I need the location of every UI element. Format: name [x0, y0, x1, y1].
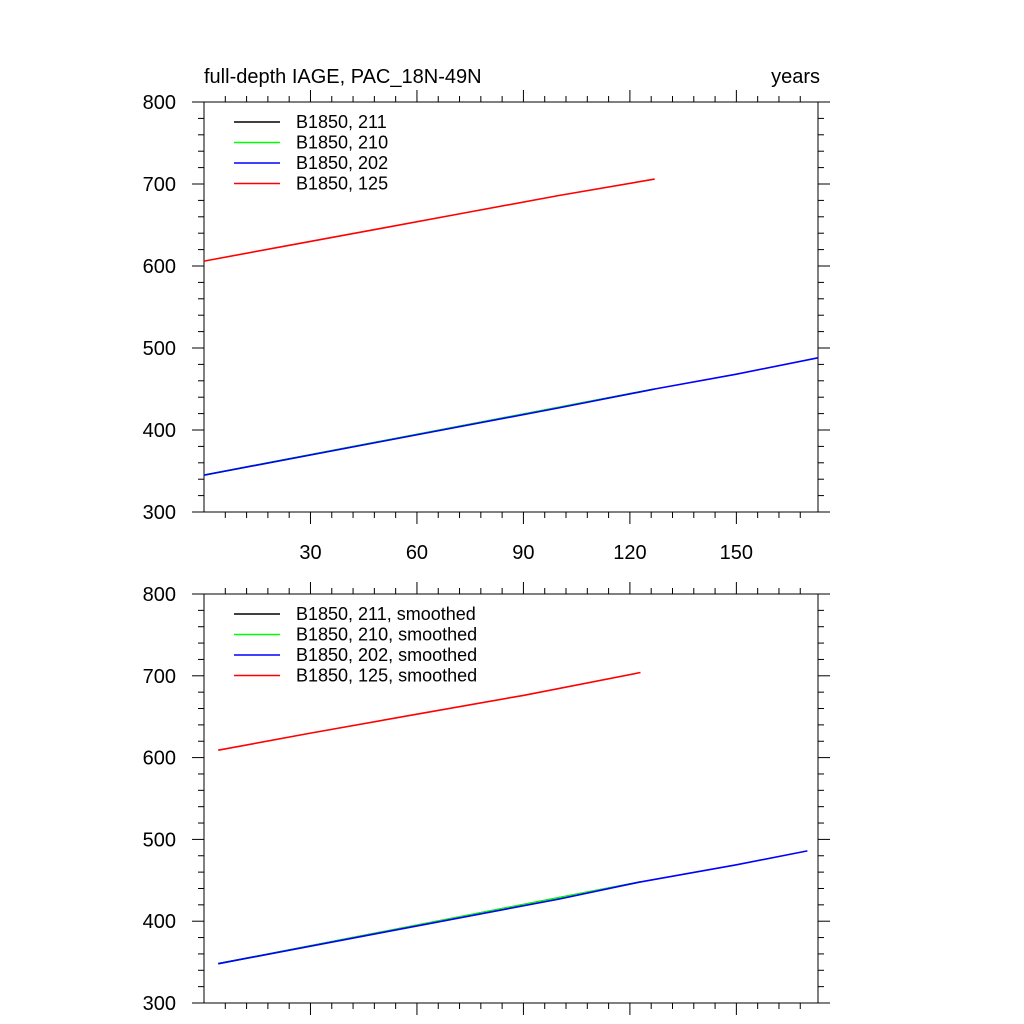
legend-label: B1850, 211, smoothed [296, 604, 476, 624]
x-tick-label: 60 [406, 542, 428, 564]
x-tick-label: 120 [613, 542, 646, 564]
panel-1: 300 400 500 600 700 800 30 60 90 120 150 full-depth… [143, 66, 830, 564]
y-tick-label: 400 [143, 911, 176, 933]
x-tick-label: 30 [299, 542, 321, 564]
y-tick-label: 700 [143, 666, 176, 688]
series-line-3 [218, 850, 808, 965]
legend-label: B1850, 125 [296, 174, 388, 194]
y-tick-label: 600 [143, 748, 176, 770]
x-tick-label: 150 [720, 542, 753, 564]
legend-label: B1850, 202 [296, 153, 388, 173]
legend-label: B1850, 210, smoothed [296, 625, 477, 645]
y-tick-label: 800 [143, 92, 176, 114]
y-tick-label: 300 [143, 502, 176, 524]
y-tick-label: 500 [143, 338, 176, 360]
legend-label: B1850, 210 [296, 133, 388, 153]
legend-label: B1850, 202, smoothed [296, 645, 477, 665]
y-tick-label: 500 [143, 829, 176, 851]
chart-title: full-depth IAGE, PAC_18N-49N [204, 66, 482, 88]
plot-frame [203, 101, 819, 513]
units-label: years [771, 66, 820, 88]
y-tick-label: 800 [143, 584, 176, 606]
series-line-4 [218, 671, 641, 751]
legend-label: B1850, 125, smoothed [296, 666, 477, 686]
plot-frame [203, 593, 819, 1004]
series-line-3 [203, 357, 819, 476]
y-tick-label: 600 [143, 256, 176, 278]
y-tick-label: 400 [143, 420, 176, 442]
series-line-4 [203, 178, 655, 262]
x-tick-label: 90 [512, 542, 534, 564]
y-tick-label: 300 [143, 993, 176, 1015]
legend-label: B1850, 211 [296, 112, 387, 132]
y-tick-label: 700 [143, 174, 176, 196]
